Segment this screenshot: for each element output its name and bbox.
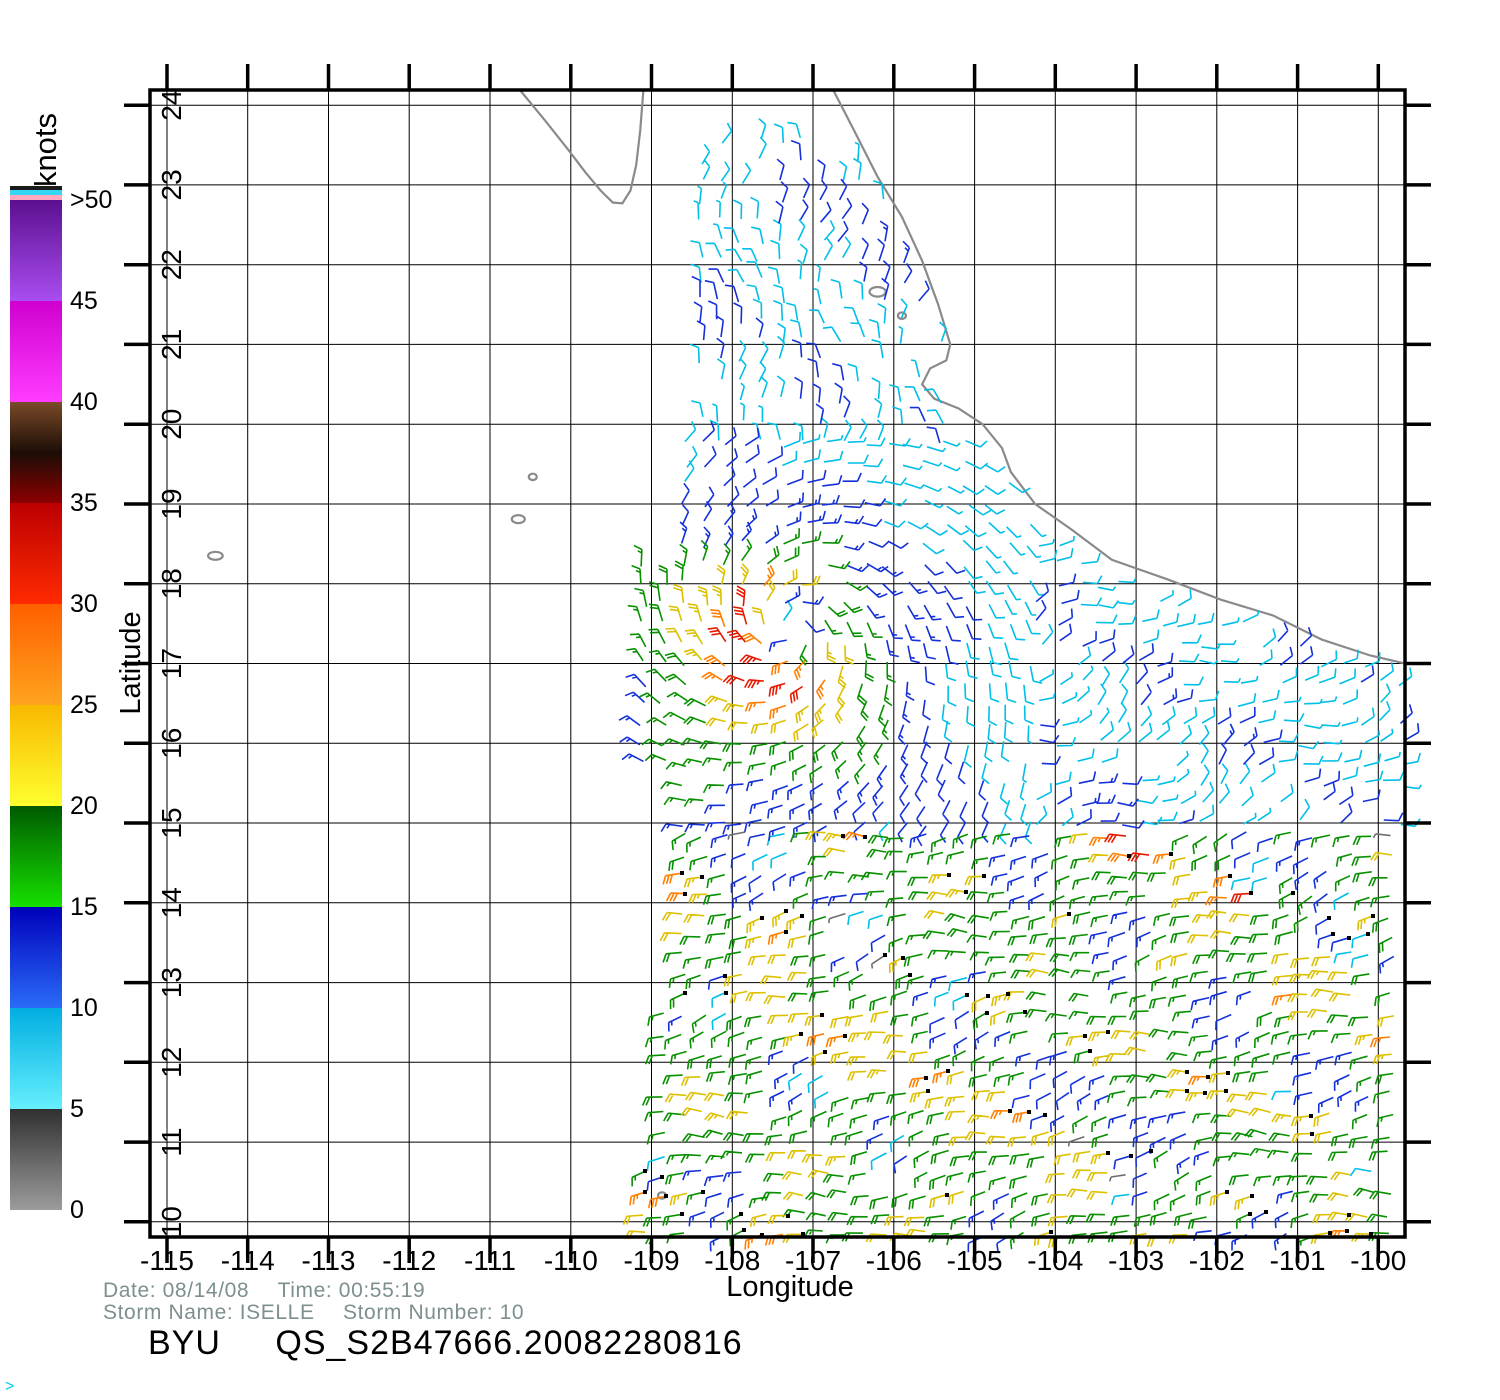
island-outline (527, 472, 538, 482)
x-tick-label: -105 (947, 1245, 1003, 1276)
y-tick-label: 11 (156, 1128, 187, 1157)
x-tick-label: -104 (1027, 1245, 1083, 1276)
colorbar-label-25: 25 (70, 691, 98, 719)
axes-frame (124, 64, 1431, 1263)
wind-barbs-5-10kt (646, 118, 1422, 1206)
file-id: QS_S2B47666.20082280816 (275, 1324, 743, 1362)
colorbar-label-35: 35 (70, 489, 98, 517)
island-outline (510, 513, 526, 525)
footer-datetime: Date: 08/14/08 Time: 00:55:19 (103, 1279, 425, 1303)
colorbar-bin-20-25 (10, 705, 62, 806)
colorbar-bin-15-20 (10, 806, 62, 907)
colorbar-bin-25-30 (10, 604, 62, 705)
wind-barbs-20-25kt (622, 563, 1395, 1249)
y-axis-title: Latitude (115, 611, 147, 714)
time-value: 00:55:19 (338, 1279, 426, 1302)
colorbar-scale (10, 186, 62, 1210)
x-tick-label: -100 (1350, 1245, 1406, 1276)
wind-barbs-10-15kt (618, 139, 1420, 1253)
x-tick-label: -103 (1108, 1245, 1164, 1276)
y-tick-label: 12 (156, 1047, 187, 1078)
y-tick-label: 18 (156, 568, 187, 599)
colorbar-bin-40-45 (10, 301, 62, 402)
wind-barbs-layer (618, 118, 1422, 1253)
x-tick-label: -101 (1270, 1245, 1326, 1276)
colorbar-label-40: 40 (70, 388, 98, 416)
x-tick-label: -111 (464, 1245, 516, 1276)
storm-name-label: Storm Name: (103, 1301, 234, 1324)
storm-number-label: Storm Number: (343, 1301, 494, 1324)
colorbar-bin-0-5 (10, 1109, 62, 1210)
x-tick-label: -108 (704, 1245, 760, 1276)
time-label: Time: (277, 1279, 333, 1302)
colorbar-label-30: 30 (70, 590, 98, 618)
colorbar-bin-10-15 (10, 907, 62, 1008)
coastline-layer (206, 89, 1406, 1200)
y-tick-label: 13 (156, 967, 187, 998)
corner-glyph: > (5, 1378, 15, 1395)
storm-name-value: ISELLE (239, 1301, 315, 1324)
platform-label: BYU (148, 1324, 221, 1362)
x-tick-label: -113 (302, 1245, 356, 1276)
colorbar-top-stripe-2 (10, 186, 62, 190)
colorbar-top-stripe-0 (10, 195, 62, 200)
island-outline (868, 285, 887, 298)
x-tick-label: -109 (623, 1245, 679, 1276)
colorbar-label-15: 15 (70, 893, 98, 921)
y-tick-label: 20 (156, 409, 187, 440)
coast-baja-peninsula (519, 89, 645, 205)
wind-barbs-25-30kt (629, 564, 1391, 1250)
storm-number-value: 10 (499, 1301, 525, 1324)
colorbar-label-gt50: >50 (70, 186, 113, 214)
colorbar-label-45: 45 (70, 287, 98, 315)
x-tick-label: -112 (382, 1245, 436, 1276)
y-tick-label: 10 (156, 1206, 187, 1237)
colorbar-bin-35-40 (10, 402, 62, 503)
y-tick-label: 23 (156, 169, 187, 200)
island-outline (206, 550, 224, 561)
colorbar-bin-45-50 (10, 200, 62, 301)
figure-title: BYU QS_S2B47666.20082280816 (148, 1324, 743, 1363)
y-tick-label: 17 (156, 648, 187, 679)
wind-barbs-30-35kt (707, 585, 1252, 904)
coast-mainland (832, 89, 1406, 665)
y-tick-label: 15 (156, 807, 187, 838)
colorbar-label-20: 20 (70, 792, 98, 820)
colorbar-bin-5-10 (10, 1008, 62, 1109)
tick-labels: -115 -114 -113 -112 -111 -110 -109 -108 -107 -106… (115, 90, 1406, 1303)
colorbar-label-10: 10 (70, 994, 98, 1022)
x-axis-title: Longitude (726, 1271, 853, 1303)
y-tick-label: 24 (156, 90, 187, 121)
colorbar-bin-30-35 (10, 503, 62, 604)
x-tick-label: -115 (140, 1245, 194, 1276)
y-tick-label: 22 (156, 249, 187, 280)
grid-layer (150, 90, 1405, 1237)
y-tick-label: 21 (156, 329, 187, 360)
wind-barbs-0-5kt (727, 831, 1391, 1182)
y-tick-label: 16 (156, 728, 187, 759)
footer-storm: Storm Name: ISELLE Storm Number: 10 (103, 1301, 524, 1325)
colorbar-label-5: 5 (70, 1095, 84, 1123)
y-tick-label: 14 (156, 887, 187, 918)
x-tick-label: -110 (544, 1245, 598, 1276)
date-value: 08/14/08 (162, 1279, 250, 1302)
y-tick-label: 19 (156, 488, 187, 519)
x-tick-label: -102 (1189, 1245, 1245, 1276)
x-tick-label: -106 (866, 1245, 922, 1276)
date-label: Date: (103, 1279, 157, 1302)
x-tick-label: -114 (221, 1245, 275, 1276)
colorbar-label-0: 0 (70, 1196, 84, 1224)
x-tick-label: -107 (785, 1245, 841, 1276)
colorbar-top-stripe-1 (10, 190, 62, 195)
